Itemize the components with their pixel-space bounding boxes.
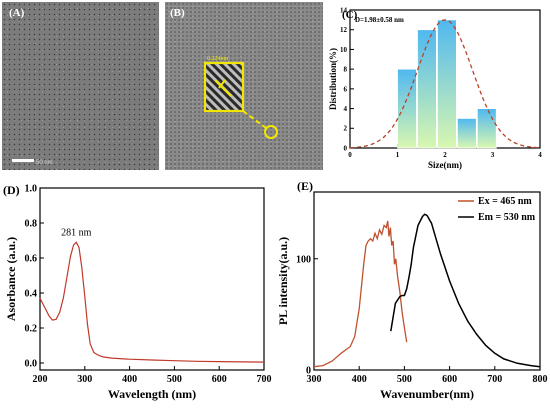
legend-label-em: Em = 530 nm bbox=[478, 212, 536, 223]
x-tick-label: 700 bbox=[487, 374, 502, 385]
y-tick-label: 0.4 bbox=[25, 289, 38, 300]
excitation-curve bbox=[313, 220, 408, 368]
panel-e-chart: (E) 300 400 500 600 700 800 0 100 Wavenumber(nm)… bbox=[276, 179, 548, 401]
x-tick-label: 300 bbox=[307, 374, 322, 385]
x-tick-label: 500 bbox=[397, 374, 412, 385]
y-tick-label: 0.6 bbox=[25, 254, 38, 265]
plot-frame bbox=[39, 187, 265, 371]
plot-frame bbox=[313, 191, 541, 371]
x-tick-label: 1 bbox=[396, 151, 400, 159]
x-tick-label: 200 bbox=[33, 374, 48, 385]
x-axis-label: Size(nm) bbox=[428, 160, 462, 170]
histogram-bar bbox=[397, 68, 417, 149]
panel-a-label: (A) bbox=[9, 7, 25, 19]
y-tick-label: 100 bbox=[296, 254, 311, 265]
panel-b-hrtem-image: (B) 0.224nm bbox=[165, 2, 323, 170]
x-tick-label: 3 bbox=[491, 151, 495, 159]
lattice-marker bbox=[214, 79, 232, 97]
y-tick-label: 8 bbox=[344, 66, 348, 74]
x-tick-label: 300 bbox=[77, 374, 92, 385]
scale-bar bbox=[12, 159, 34, 162]
y-tick-label: 0.2 bbox=[25, 324, 38, 335]
x-tick-label: 400 bbox=[122, 374, 137, 385]
x-tick-label: 600 bbox=[442, 374, 457, 385]
scale-bar-label: 50 nm bbox=[36, 160, 53, 166]
y-tick-label: 4 bbox=[344, 105, 348, 113]
x-axis-label: Wavenumber(nm) bbox=[380, 387, 474, 401]
panel-b-label: (B) bbox=[170, 7, 185, 19]
panel-d-label: (D) bbox=[3, 183, 20, 197]
y-axis-label: Asorbance (a.u.) bbox=[4, 237, 18, 321]
histogram-bar bbox=[417, 29, 437, 149]
emission-curve bbox=[390, 213, 541, 368]
legend-label-ex: Ex = 465 nm bbox=[478, 196, 532, 207]
panel-c-chart: (C) 0 1 2 3 402468101214Size(nm)Distribution… bbox=[328, 6, 542, 170]
x-tick-label: 500 bbox=[167, 374, 182, 385]
y-tick-label: 14 bbox=[340, 6, 348, 14]
x-tick-label: 600 bbox=[212, 374, 227, 385]
y-tick-label: 2 bbox=[344, 125, 348, 133]
histogram-bar bbox=[476, 108, 497, 149]
panel-a-tem-image: (A) 50 nm bbox=[2, 2, 159, 170]
panel-e-label: (E) bbox=[297, 179, 313, 193]
histogram-bar bbox=[437, 19, 457, 149]
x-tick-label: 4 bbox=[538, 151, 542, 159]
y-tick-label: 0.8 bbox=[25, 219, 38, 230]
gaussian-fit-curve bbox=[349, 19, 541, 149]
lattice-box bbox=[203, 61, 245, 113]
x-tick-label: 800 bbox=[533, 374, 548, 385]
y-tick-label: 10 bbox=[340, 46, 348, 54]
x-tick-label: 2 bbox=[443, 151, 447, 159]
x-tick-label: 0 bbox=[348, 151, 352, 159]
peak-annotation: 281 nm bbox=[61, 227, 92, 238]
lattice-spacing-label: 0.224nm bbox=[207, 56, 229, 62]
x-tick-label: 700 bbox=[257, 374, 272, 385]
size-annotation: D=1.98±0.58 nm bbox=[355, 16, 404, 24]
x-axis-label: Wavelength (nm) bbox=[108, 387, 196, 401]
y-tick-label: 1.0 bbox=[25, 184, 38, 195]
zoom-source-circle bbox=[264, 125, 278, 139]
lattice-marker-tick bbox=[218, 79, 226, 89]
y-tick-label: 0 bbox=[344, 144, 348, 152]
y-tick-label: 0.0 bbox=[25, 359, 38, 370]
y-tick-label: 6 bbox=[344, 85, 348, 93]
histogram-bar bbox=[456, 118, 477, 149]
y-tick-label: 12 bbox=[340, 26, 348, 34]
y-axis-label: PL intensity(a.u.) bbox=[276, 237, 290, 325]
panel-d-chart: (D) 200 300 400 500 600 700 0.0 0.2 0.4 0.6 0.8 1.0… bbox=[3, 183, 272, 401]
zoom-leader-line bbox=[242, 110, 267, 129]
y-axis-label: Distribution(%) bbox=[328, 48, 338, 110]
y-tick-label: 0 bbox=[306, 366, 311, 377]
lattice-annotation: 0.224nm bbox=[203, 56, 278, 139]
x-tick-label: 400 bbox=[352, 374, 367, 385]
absorbance-curve bbox=[39, 241, 265, 363]
